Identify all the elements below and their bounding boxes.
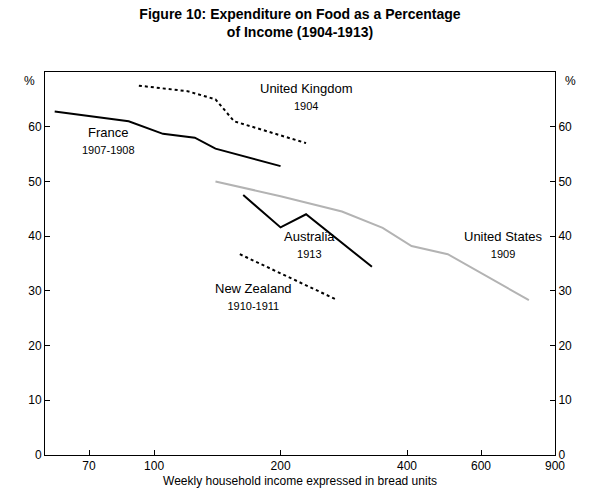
svg-text:70: 70 [82,459,96,473]
svg-text:400: 400 [397,459,417,473]
svg-text:United Kingdom1904: United Kingdom1904 [260,81,353,112]
svg-text:100: 100 [144,459,164,473]
svg-text:60: 60 [558,120,572,134]
svg-text:60: 60 [28,120,42,134]
svg-text:900: 900 [545,459,565,473]
svg-text:%: % [565,74,576,88]
svg-text:0: 0 [35,448,42,462]
svg-text:600: 600 [471,459,491,473]
svg-text:20: 20 [558,339,572,353]
svg-text:20: 20 [28,339,42,353]
svg-text:Weekly household income expres: Weekly household income expressed in bre… [163,474,437,488]
svg-text:Australia1913: Australia1913 [284,229,335,260]
svg-text:Figure 10: Expenditure on Food: Figure 10: Expenditure on Food as a Perc… [139,6,461,40]
svg-text:France1907-1908: France1907-1908 [82,125,135,156]
svg-text:40: 40 [558,229,572,243]
svg-text:10: 10 [28,393,42,407]
svg-text:10: 10 [558,393,572,407]
svg-text:50: 50 [558,175,572,189]
svg-text:%: % [24,74,35,88]
svg-text:United States1909: United States1909 [464,229,543,260]
svg-text:30: 30 [558,284,572,298]
svg-text:0: 0 [558,448,565,462]
svg-text:30: 30 [28,284,42,298]
svg-text:40: 40 [28,229,42,243]
svg-text:200: 200 [271,459,291,473]
svg-text:New Zealand1910-1911: New Zealand1910-1911 [215,281,292,312]
svg-text:50: 50 [28,175,42,189]
